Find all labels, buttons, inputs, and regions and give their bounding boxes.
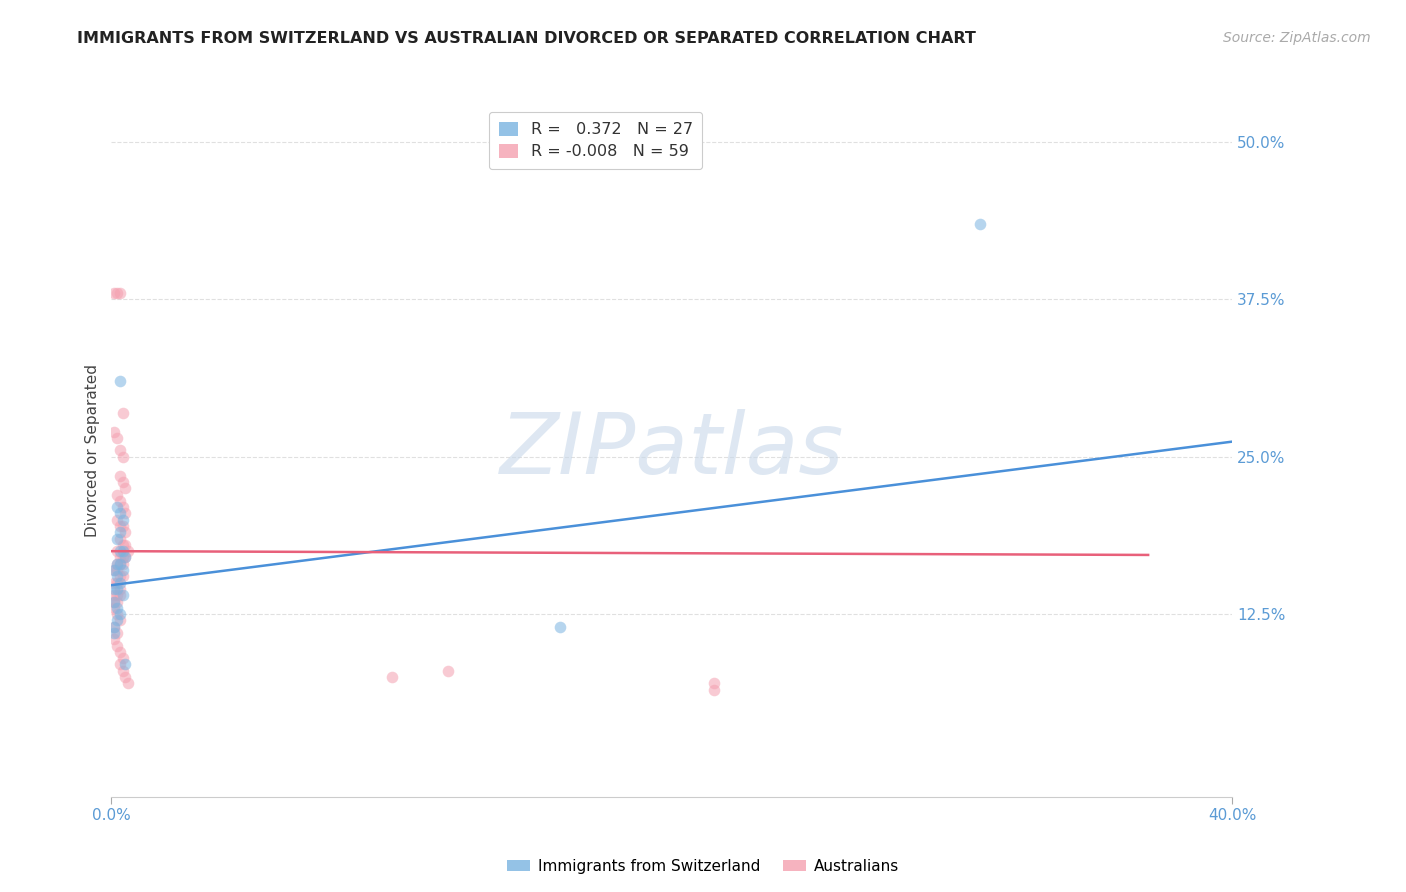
Point (108, 374, 131, 388)
Point (105, 544, 128, 558)
Point (103, 600, 125, 615)
Point (103, 563, 125, 577)
Point (105, 500, 128, 514)
Point (111, 544, 134, 558)
Point (108, 286, 131, 301)
Point (108, 493, 131, 508)
Point (111, 406, 134, 420)
Point (548, 620, 571, 634)
Point (111, 538, 134, 552)
Point (969, 217, 991, 231)
Point (381, 670, 404, 684)
Point (111, 569, 134, 583)
Point (103, 425, 125, 439)
Point (105, 513, 128, 527)
Point (108, 557, 131, 571)
Point (103, 588, 125, 602)
Point (111, 557, 134, 571)
Point (114, 550, 136, 565)
Point (105, 614, 128, 628)
Point (103, 632, 125, 647)
Point (111, 588, 134, 602)
Point (111, 513, 134, 527)
Point (108, 557, 131, 571)
Point (111, 450, 134, 464)
Point (111, 563, 134, 577)
Point (114, 550, 136, 565)
Point (103, 582, 125, 596)
Point (105, 569, 128, 583)
Point (108, 569, 131, 583)
Point (103, 575, 125, 590)
Point (436, 664, 458, 678)
Point (111, 664, 134, 678)
Point (105, 563, 128, 577)
Point (108, 507, 131, 521)
Point (108, 532, 131, 546)
Point (703, 682, 725, 697)
Point (105, 557, 128, 571)
Point (114, 525, 136, 540)
Point (111, 475, 134, 489)
Point (105, 286, 128, 301)
Point (703, 676, 725, 690)
Point (117, 544, 139, 558)
Point (108, 645, 131, 659)
Point (105, 575, 128, 590)
Point (114, 670, 136, 684)
Legend: R =   0.372   N = 27, R = -0.008   N = 59: R = 0.372 N = 27, R = -0.008 N = 59 (489, 112, 703, 169)
Point (105, 582, 128, 596)
Point (111, 500, 134, 514)
Point (105, 626, 128, 640)
Point (103, 620, 125, 634)
Text: IMMIGRANTS FROM SWITZERLAND VS AUSTRALIAN DIVORCED OR SEPARATED CORRELATION CHAR: IMMIGRANTS FROM SWITZERLAND VS AUSTRALIA… (77, 31, 976, 46)
Point (114, 538, 136, 552)
Text: Source: ZipAtlas.com: Source: ZipAtlas.com (1223, 31, 1371, 45)
Point (117, 676, 139, 690)
Point (103, 620, 125, 634)
Point (105, 607, 128, 621)
Point (111, 519, 134, 533)
Text: ZIPatlas: ZIPatlas (499, 409, 844, 491)
Point (105, 639, 128, 653)
Point (108, 550, 131, 565)
Point (111, 651, 134, 665)
Point (103, 594, 125, 608)
Point (105, 600, 128, 615)
Point (108, 607, 131, 621)
Point (105, 532, 128, 546)
Point (103, 563, 125, 577)
Point (103, 626, 125, 640)
Point (108, 519, 131, 533)
Point (108, 614, 131, 628)
Point (108, 575, 131, 590)
Point (103, 286, 125, 301)
Point (105, 557, 128, 571)
Legend: Immigrants from Switzerland, Australians: Immigrants from Switzerland, Australians (501, 853, 905, 880)
Point (108, 582, 131, 596)
Point (108, 657, 131, 672)
Point (114, 507, 136, 521)
Point (108, 588, 131, 602)
Point (105, 588, 128, 602)
Point (114, 481, 136, 495)
Point (108, 544, 131, 558)
Y-axis label: Divorced or Separated: Divorced or Separated (86, 364, 100, 537)
Point (108, 468, 131, 483)
Point (105, 594, 128, 608)
Point (108, 443, 131, 458)
Point (105, 487, 128, 501)
Point (103, 594, 125, 608)
Point (108, 525, 131, 540)
Point (114, 657, 136, 672)
Point (111, 550, 134, 565)
Point (105, 431, 128, 445)
